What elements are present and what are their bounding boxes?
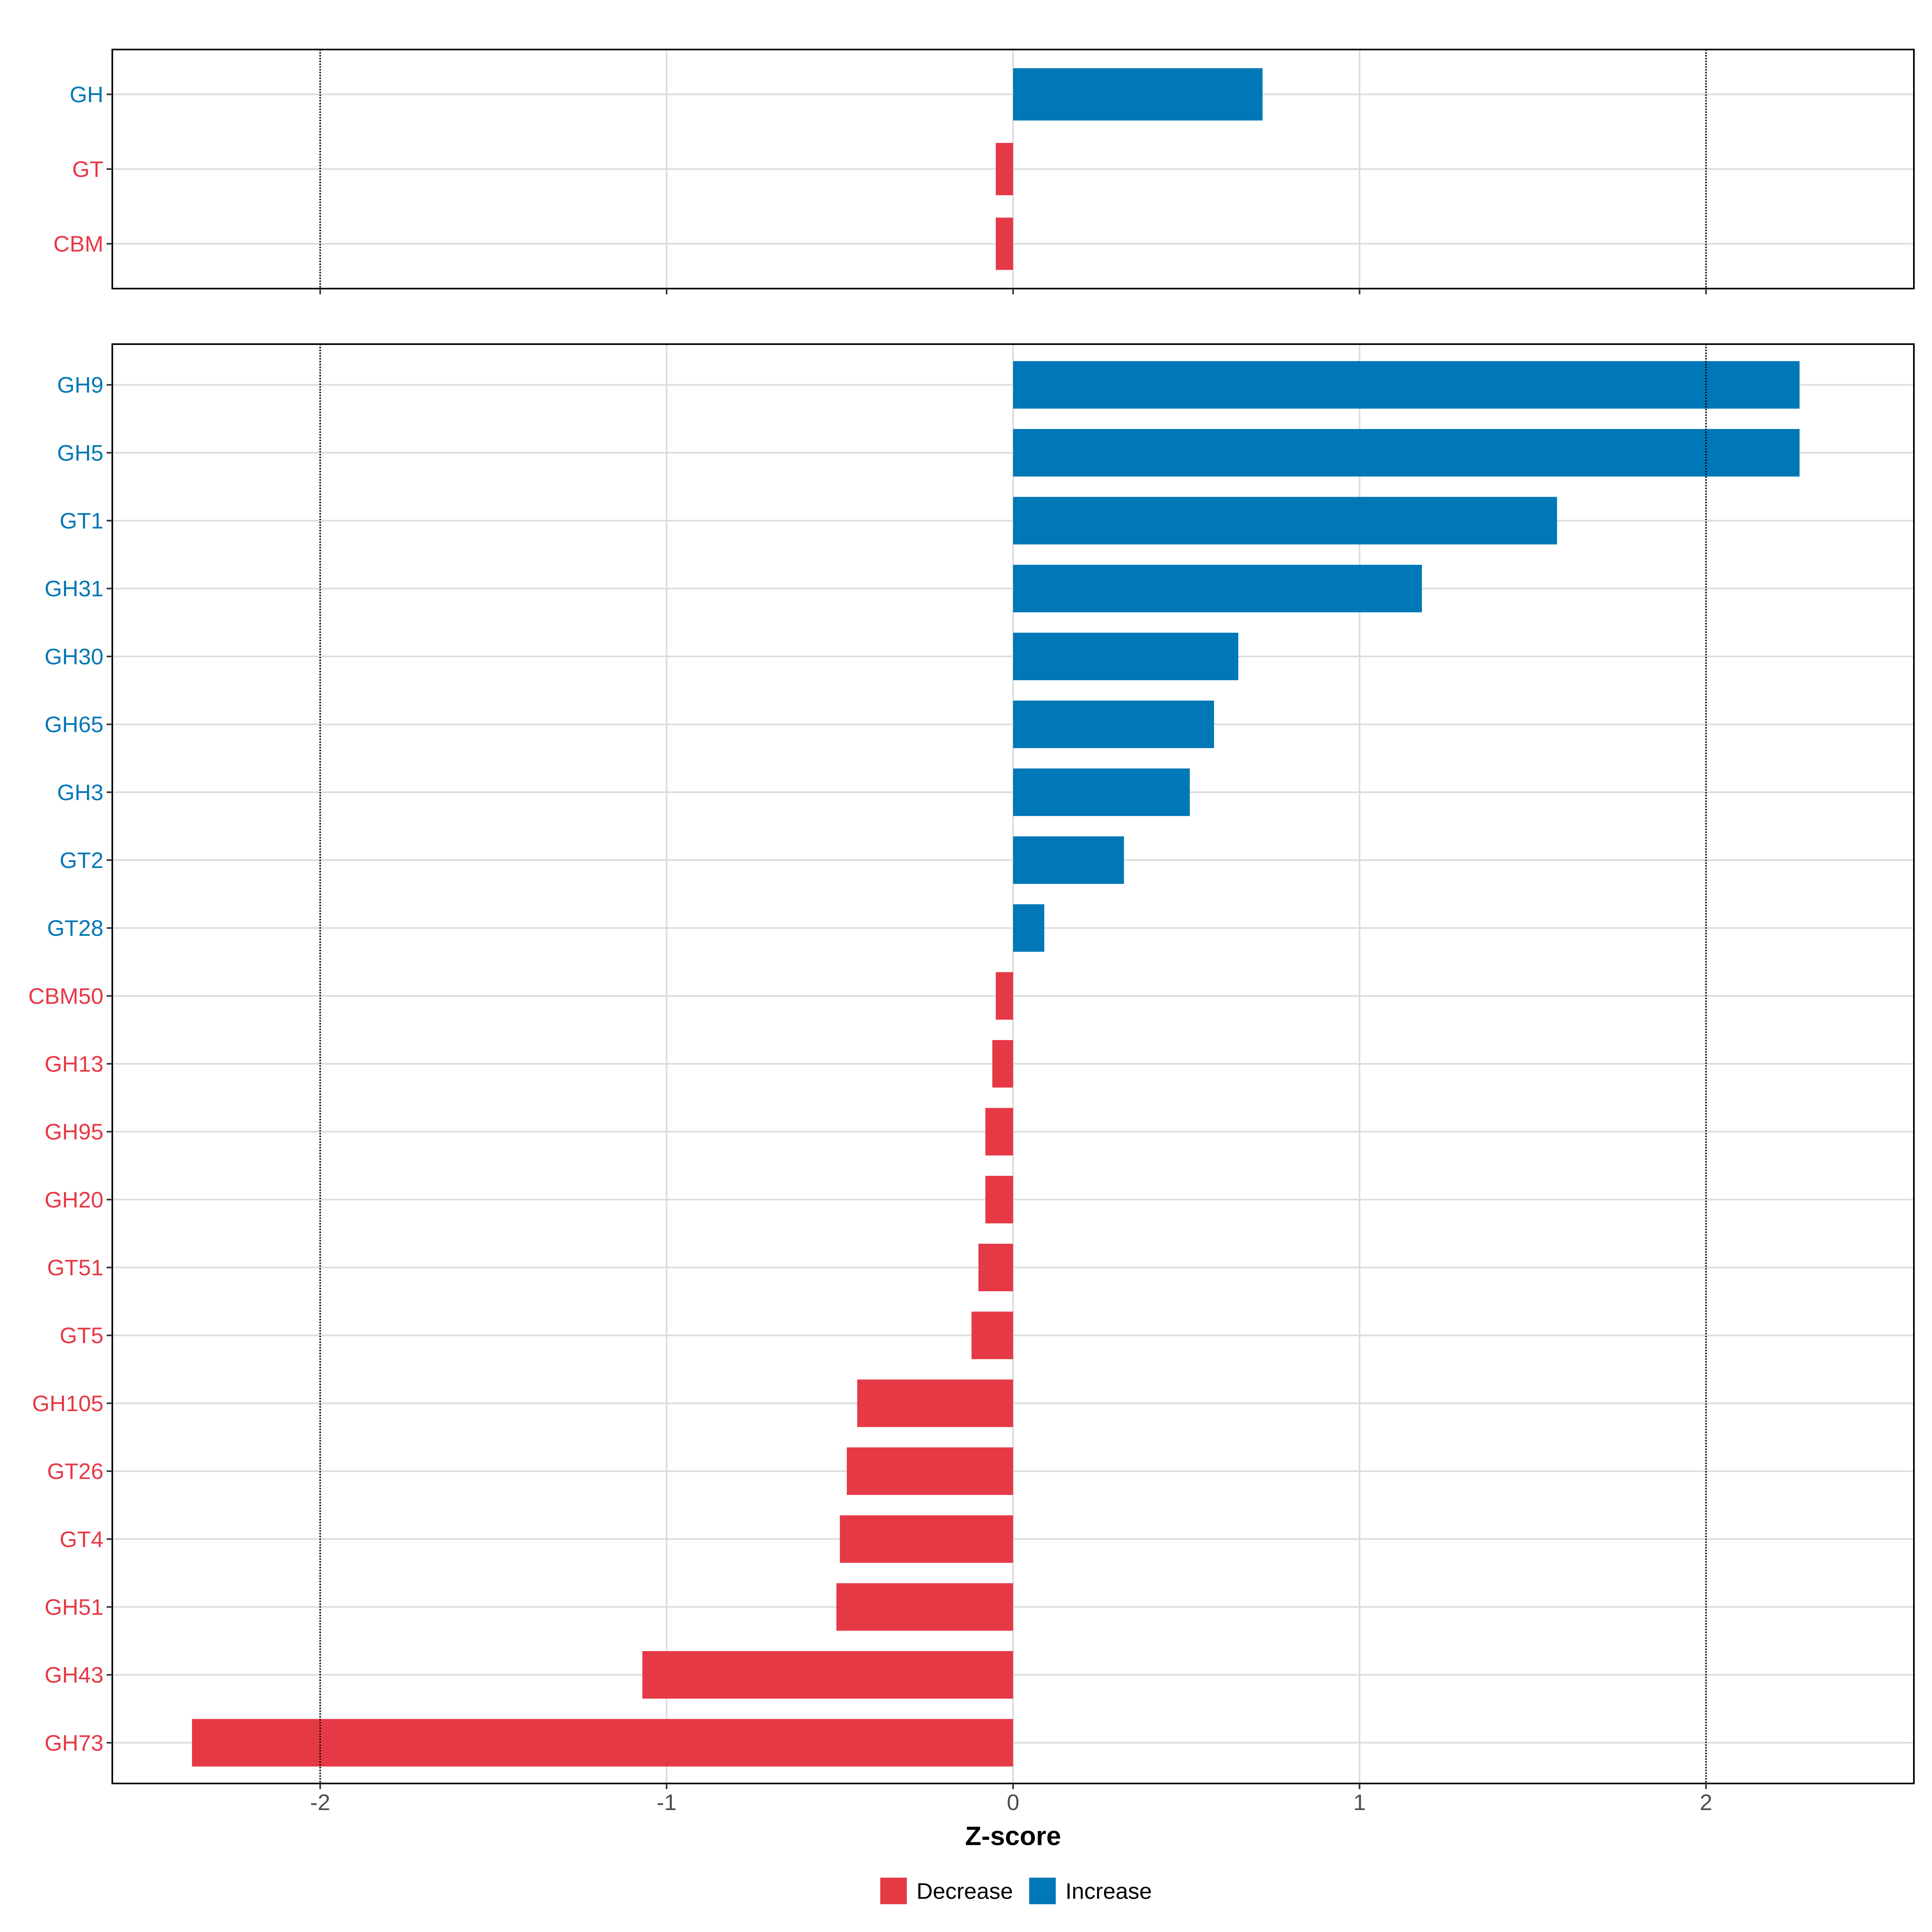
category-label: GT28 [47,915,103,941]
bar-gh30 [1013,632,1238,680]
category-label: GH5 [57,440,103,465]
bar-gh9 [1013,361,1800,409]
x-tick-label: 0 [1007,1790,1019,1815]
bar-gt [995,143,1013,195]
bar-gh51 [836,1583,1013,1631]
bar-gt4 [840,1515,1013,1563]
bar-gh65 [1013,700,1214,748]
category-label: GH20 [45,1187,103,1212]
category-label: GH30 [45,644,103,669]
bar-gh20 [985,1176,1013,1224]
x-tick-label: 2 [1700,1790,1712,1815]
category-label: GH73 [45,1730,103,1755]
bar-gt1 [1013,497,1557,545]
bar-cbm50 [995,972,1013,1020]
panels-layer: GH GT CBM GH9 GH5 GT1 GH31 GH30 GH65 GH3 GT2 GT28 CB… [28,49,1915,1789]
category-label: GH31 [45,576,103,601]
bar-gh13 [992,1040,1013,1088]
category-label: GT2 [60,847,103,873]
category-label: GT1 [60,508,103,533]
category-label: GT26 [47,1459,103,1484]
legend-label-increase: Increase [1065,1878,1152,1904]
bar-gh73 [192,1719,1013,1767]
bar-gh43 [642,1651,1013,1699]
category-label: GT5 [60,1323,103,1348]
x-tick-label: -2 [310,1790,330,1815]
legend-swatch-decrease [880,1878,907,1904]
category-label: GH13 [45,1051,103,1077]
category-label: GH3 [57,780,103,805]
category-label: CBM [54,231,103,256]
category-label: GH95 [45,1119,103,1144]
bar-gh95 [985,1108,1013,1156]
legend-swatch-increase [1029,1878,1056,1904]
category-label: GT [72,157,103,182]
bar-cbm [995,217,1013,270]
category-label: CBM50 [28,983,103,1009]
bar-gt51 [978,1244,1013,1292]
panel-class-level: GH GT CBM [54,49,1915,294]
bar-gh [1013,68,1263,121]
category-label: GH65 [45,712,103,737]
bar-gt28 [1013,904,1044,952]
x-axis: -2 -1 0 1 2 [310,1790,1713,1815]
category-label: GH43 [45,1662,103,1688]
bar-gt26 [846,1447,1013,1495]
bar-gh5 [1013,429,1800,477]
x-axis-title: Z-score [965,1821,1061,1851]
category-label: GT4 [60,1526,103,1552]
bar-gh105 [857,1379,1013,1427]
bar-gt5 [971,1311,1013,1359]
category-label: GH105 [32,1391,103,1416]
bar-gh3 [1013,768,1190,816]
category-label: GH51 [45,1594,103,1620]
x-tick-label: 1 [1353,1790,1366,1815]
legend-label-decrease: Decrease [916,1878,1013,1904]
x-tick-label: -1 [656,1790,677,1815]
bar-gt2 [1013,836,1124,884]
bar-gh31 [1013,565,1422,613]
category-label: GH9 [57,372,103,398]
category-label: GT51 [47,1255,103,1280]
panel-family-level: GH9 GH5 GT1 GH31 GH30 GH65 GH3 GT2 GT28 CBM50 GH13… [28,343,1915,1789]
category-label: GH [70,82,103,107]
legend: Decrease Increase [880,1878,1152,1904]
